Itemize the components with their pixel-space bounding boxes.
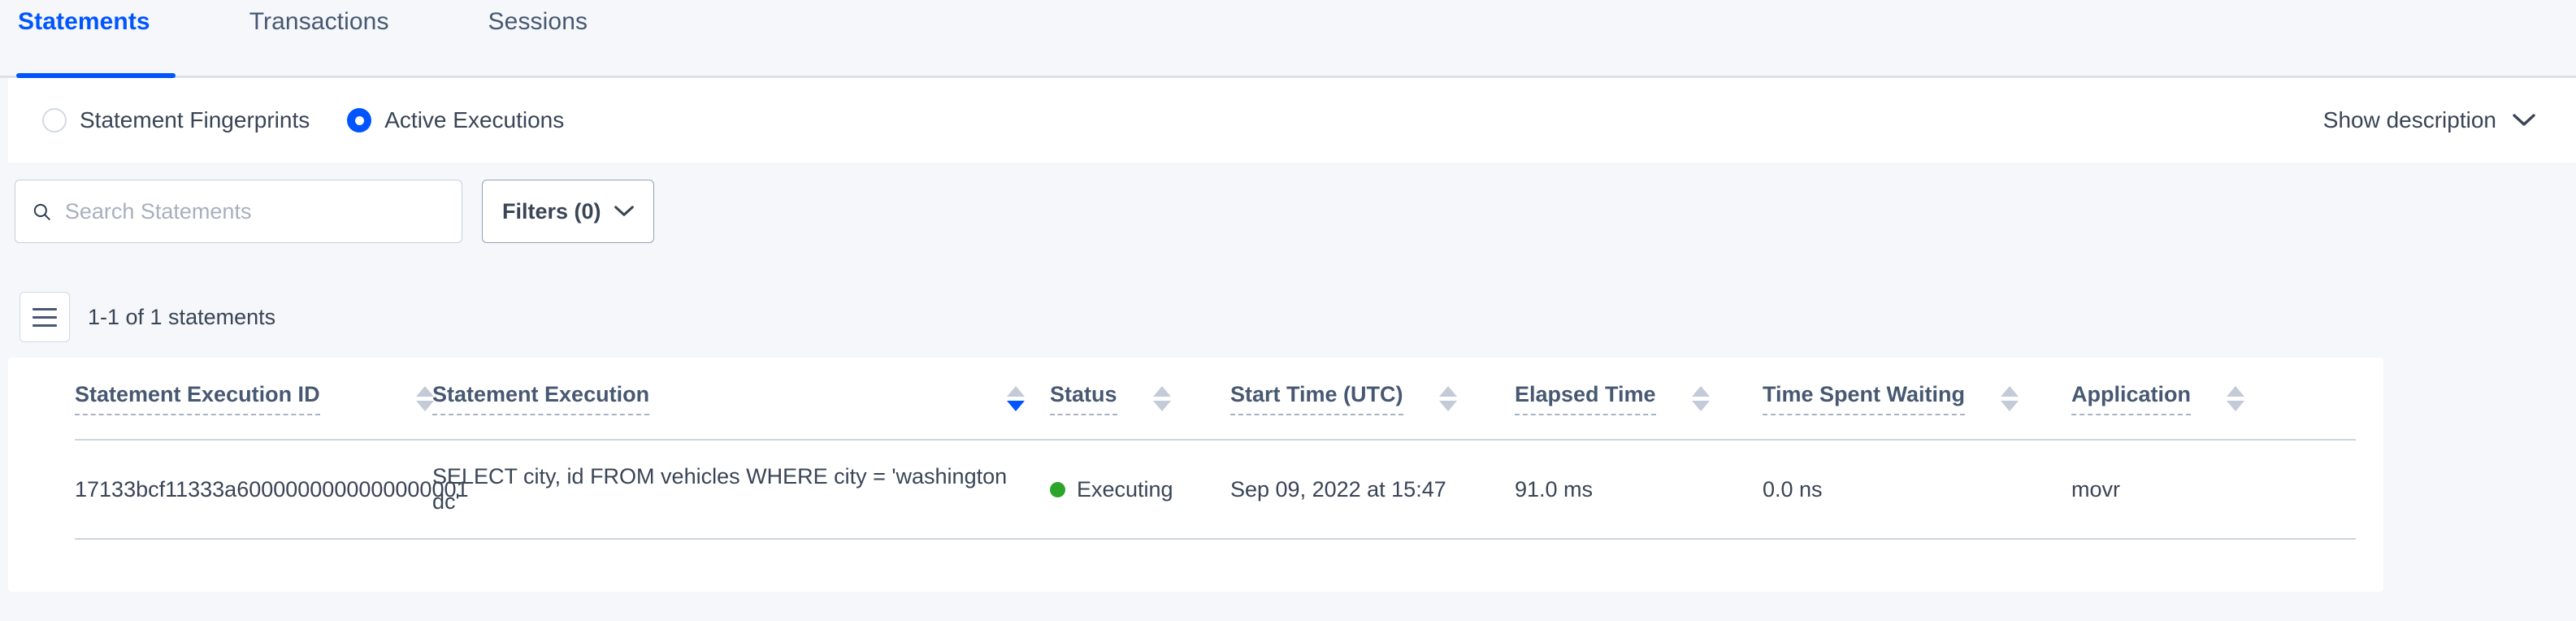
filters-button[interactable]: Filters (0) bbox=[482, 180, 654, 243]
sort-ascending-icon bbox=[1007, 385, 1026, 397]
radio-statement-fingerprints[interactable]: Statement Fingerprints bbox=[42, 107, 310, 133]
list-line-icon bbox=[33, 315, 57, 319]
sort-descending-icon bbox=[415, 400, 434, 411]
col-elapsed-time: Elapsed Time bbox=[1503, 358, 1751, 439]
show-description-toggle[interactable]: Show description bbox=[2323, 107, 2543, 133]
sort-toggle[interactable] bbox=[1691, 385, 1710, 411]
cell-statement[interactable]: SELECT city, id FROM vehicles WHERE city… bbox=[432, 464, 1008, 514]
col-statement-execution: Statement Execution bbox=[414, 358, 1040, 439]
search-toolbar: Filters (0) bbox=[8, 163, 2576, 260]
table-row-divider bbox=[8, 538, 2383, 540]
table-body: 17133bcf11333a6000000000000000001 SELECT… bbox=[8, 441, 2383, 540]
table-header-row: Statement Execution ID Statement Executi… bbox=[8, 358, 2383, 439]
status-label: Executing bbox=[1077, 476, 1173, 502]
radio-active-executions-label: Active Executions bbox=[384, 107, 565, 132]
view-toggle-group: Statement Fingerprints Active Executions bbox=[42, 107, 564, 133]
col-statement-execution-id: Statement Execution ID bbox=[8, 358, 434, 439]
sort-toggle[interactable] bbox=[2001, 385, 2019, 411]
sort-descending-icon bbox=[2001, 400, 2019, 411]
results-count: 1-1 of 1 statements bbox=[88, 304, 276, 329]
divider-line bbox=[75, 538, 2356, 540]
cell-time-spent-waiting: 0.0 ns bbox=[1763, 476, 1823, 502]
filters-button-label: Filters (0) bbox=[502, 198, 601, 224]
sort-descending-icon bbox=[1007, 400, 1026, 411]
sort-toggle[interactable] bbox=[2227, 385, 2244, 411]
statements-table: Statement Execution ID Statement Executi… bbox=[8, 358, 2383, 540]
status-dot-icon bbox=[1050, 481, 1065, 497]
cell-elapsed-time: 91.0 ms bbox=[1515, 476, 1594, 502]
cell-execution-id: 17133bcf11333a6000000000000000001 bbox=[75, 476, 469, 502]
sort-toggle[interactable] bbox=[1152, 385, 1171, 411]
tab-active-indicator bbox=[16, 73, 176, 78]
col-header-label[interactable]: Status bbox=[1050, 382, 1117, 415]
sort-descending-icon bbox=[1691, 400, 1710, 411]
table-header-divider bbox=[8, 439, 2383, 441]
tab-statements[interactable]: Statements bbox=[18, 8, 150, 35]
col-status: Status bbox=[1040, 358, 1219, 439]
statements-table-card: Statement Execution ID Statement Executi… bbox=[8, 358, 2383, 592]
cell-status: Executing bbox=[1040, 441, 1219, 538]
sort-descending-icon bbox=[2227, 400, 2244, 411]
sort-descending-icon bbox=[1152, 400, 1171, 411]
table-row[interactable]: 17133bcf11333a6000000000000000001 SELECT… bbox=[8, 441, 2383, 538]
tab-bar: Statements Transactions Sessions bbox=[0, 0, 2576, 78]
sort-toggle[interactable] bbox=[1007, 385, 1026, 411]
sort-ascending-icon bbox=[2001, 385, 2019, 397]
list-line-icon bbox=[33, 307, 57, 310]
col-header-label[interactable]: Statement Execution bbox=[432, 382, 650, 415]
table-head: Statement Execution ID Statement Executi… bbox=[8, 358, 2383, 441]
search-box[interactable] bbox=[15, 180, 462, 243]
col-time-spent-waiting: Time Spent Waiting bbox=[1751, 358, 2060, 439]
results-summary-bar: 1-1 of 1 statements bbox=[8, 276, 2576, 358]
col-header-label[interactable]: Statement Execution ID bbox=[75, 382, 320, 415]
col-header-label[interactable]: Elapsed Time bbox=[1515, 382, 1656, 415]
sort-descending-icon bbox=[1438, 400, 1457, 411]
sort-ascending-icon bbox=[1152, 385, 1171, 397]
cell-start-time: Sep 09, 2022 at 15:47 bbox=[1230, 476, 1446, 502]
col-header-label[interactable]: Application bbox=[2071, 382, 2191, 415]
sort-ascending-icon bbox=[2227, 385, 2244, 397]
sort-ascending-icon bbox=[1438, 385, 1457, 397]
search-input[interactable] bbox=[64, 198, 445, 224]
tab-list: Statements Transactions Sessions bbox=[0, 0, 2576, 36]
radio-active-executions[interactable]: Active Executions bbox=[347, 107, 564, 133]
col-application: Application bbox=[2060, 358, 2383, 439]
sort-ascending-icon bbox=[1691, 385, 1710, 397]
tab-transactions[interactable]: Transactions bbox=[249, 8, 389, 35]
chevron-down-icon bbox=[2513, 114, 2535, 126]
list-line-icon bbox=[33, 324, 57, 327]
chevron-down-icon bbox=[614, 206, 634, 216]
col-start-time: Start Time (UTC) bbox=[1219, 358, 1503, 439]
sort-toggle[interactable] bbox=[1438, 385, 1457, 411]
show-description-label: Show description bbox=[2322, 107, 2496, 132]
radio-statement-fingerprints-label: Statement Fingerprints bbox=[80, 107, 310, 132]
tab-sessions[interactable]: Sessions bbox=[488, 8, 588, 35]
sort-toggle[interactable] bbox=[415, 385, 434, 411]
cell-application: movr bbox=[2071, 476, 2120, 502]
radio-selected-icon bbox=[347, 108, 372, 132]
divider-line bbox=[75, 439, 2356, 441]
col-header-label[interactable]: Time Spent Waiting bbox=[1763, 382, 1966, 415]
col-header-label[interactable]: Start Time (UTC) bbox=[1230, 382, 1403, 415]
view-toggle-bar: Statement Fingerprints Active Executions… bbox=[8, 78, 2576, 163]
tab-underline-track bbox=[0, 76, 2576, 78]
search-icon bbox=[33, 203, 50, 220]
sort-ascending-icon bbox=[415, 385, 434, 397]
radio-unselected-icon bbox=[42, 108, 67, 132]
column-selector-button[interactable] bbox=[20, 292, 70, 342]
